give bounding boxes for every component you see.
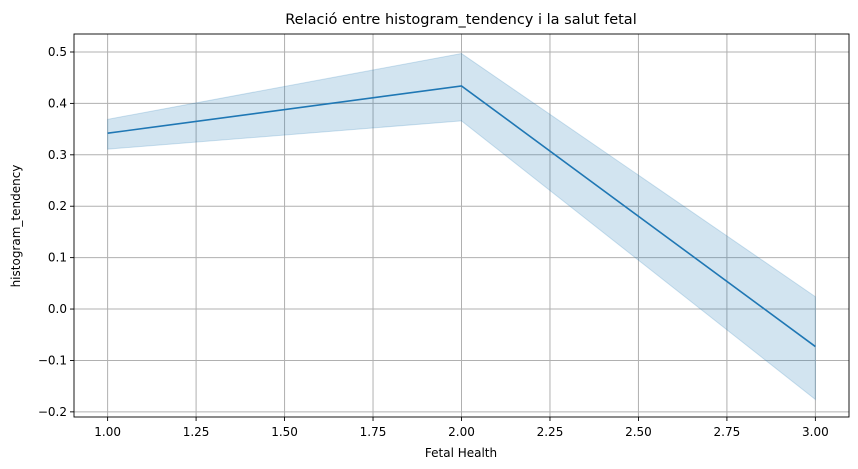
x-tick-label-8: 3.00 [802,425,829,439]
y-tick-label-4: 0.2 [48,199,67,213]
y-tick-label-6: 0.4 [48,96,67,110]
x-tick-label-6: 2.50 [625,425,652,439]
y-tick-label-3: 0.1 [48,251,67,265]
confidence-band [107,53,816,401]
y-tick-label-2: 0.0 [48,302,67,316]
x-tick-label-4: 2.00 [448,425,475,439]
x-tick-label-7: 2.75 [714,425,741,439]
x-axis: 1.00 1.25 1.50 1.75 2.00 2.25 2.50 2.75 3.00 [94,417,829,439]
y-tick-label-1: −0.1 [38,353,67,367]
x-tick-label-1: 1.25 [183,425,210,439]
x-tick-label-5: 2.25 [537,425,564,439]
grid [74,34,849,417]
y-axis: −0.2 −0.1 0.0 0.1 0.2 0.3 0.4 0.5 [38,45,74,419]
x-tick-label-0: 1.00 [94,425,121,439]
series-line [107,85,816,348]
y-tick-label-0: −0.2 [38,405,67,419]
x-tick-label-2: 1.50 [271,425,298,439]
x-tick-label-3: 1.75 [360,425,387,439]
x-axis-label: Fetal Health [425,446,497,460]
y-tick-label-5: 0.3 [48,148,67,162]
chart-title: Relació entre histogram_tendency i la sa… [285,12,636,28]
y-tick-label-7: 0.5 [48,45,67,59]
y-axis-label: histogram_tendency [9,165,23,288]
